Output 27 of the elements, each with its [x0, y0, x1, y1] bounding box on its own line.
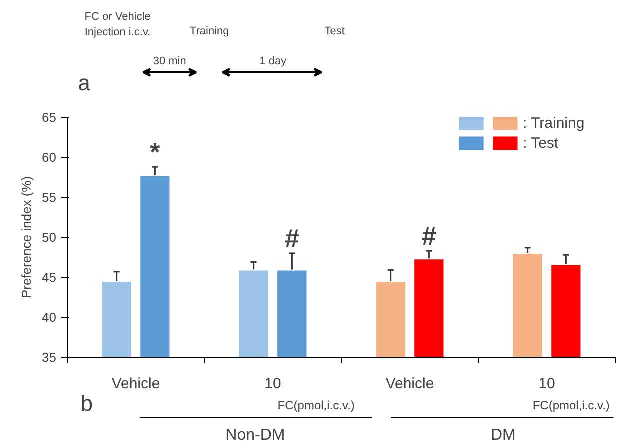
- y-tick-label: 60: [42, 150, 57, 165]
- text: Test: [324, 26, 345, 38]
- data-label: #: [422, 221, 437, 252]
- text: 1 day: [260, 56, 288, 68]
- data-label: *: [150, 137, 162, 168]
- y-tick-label: 40: [42, 310, 57, 325]
- text: a: [78, 70, 92, 96]
- x-tick-label: Vehicle: [386, 376, 434, 392]
- y-tick-label: 50: [42, 230, 57, 245]
- x-tick-label: Vehicle: [112, 376, 160, 392]
- y-axis-title: Preference index (%): [19, 176, 34, 299]
- text: FC(pmol,i.c.v.): [532, 398, 610, 412]
- x-tick-label: 10: [538, 376, 556, 392]
- y-tick-label: 35: [42, 350, 57, 365]
- text: Non-DM: [226, 427, 286, 443]
- text: DM: [490, 427, 516, 443]
- text: FC or Vehicle Injection i.c.v.: [84, 10, 151, 38]
- legend-label: : Test: [523, 134, 559, 152]
- text: 30 min: [153, 56, 186, 68]
- y-tick-label: 55: [42, 190, 57, 205]
- x-tick-label: 10: [264, 376, 282, 392]
- y-tick-label: 45: [42, 270, 57, 285]
- data-label: #: [284, 224, 300, 254]
- y-tick-label: 65: [42, 110, 57, 125]
- legend-label: : Training: [523, 116, 585, 132]
- text: FC(pmol,i.c.v.): [278, 398, 355, 412]
- text: Training: [190, 26, 230, 38]
